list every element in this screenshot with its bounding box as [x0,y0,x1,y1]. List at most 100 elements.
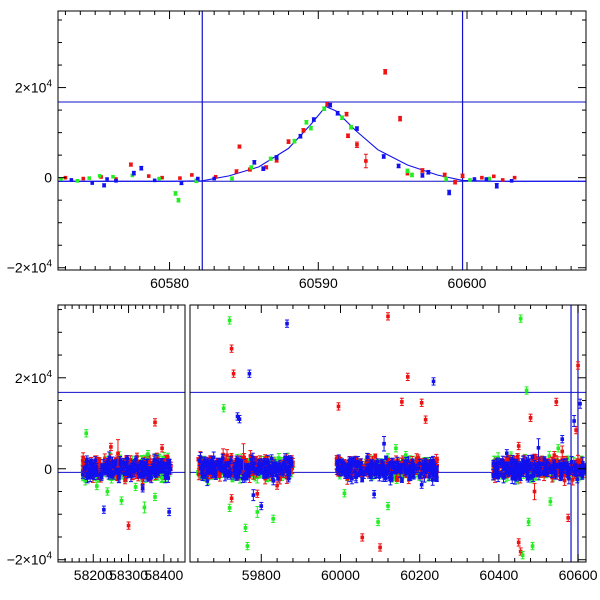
point-marker [105,465,109,469]
band-point-blue [140,460,145,466]
data-point-red [383,69,388,75]
data-point-blue [90,181,95,185]
point-marker [140,471,144,476]
point-marker [196,176,200,181]
data-point-red [363,153,368,169]
data-point-blue [131,170,136,176]
point-marker [252,160,257,165]
point-marker [59,177,63,181]
band-point-blue [109,470,114,478]
point-marker [160,175,164,180]
point-marker [340,115,344,120]
data-point-green [157,176,161,181]
band-point-blue [142,470,147,477]
point-marker [468,178,472,182]
point-marker [234,169,239,174]
data-point-red [420,168,425,173]
point-marker [130,459,135,463]
point-marker [127,470,132,474]
x-tick-label: 60580 [150,275,189,291]
data-point-red [491,174,496,179]
point-marker [149,464,153,469]
point-marker [69,178,74,182]
data-point-green [249,165,254,170]
segment-band [196,448,586,487]
point-marker [122,461,126,466]
point-marker [151,465,156,470]
data-point-green [75,179,80,183]
band-point-blue [92,462,97,471]
point-marker [81,462,86,466]
point-marker [134,457,138,461]
point-marker [116,465,120,470]
point-marker [101,463,105,467]
data-point-green [97,174,102,178]
point-marker [264,165,269,170]
point-marker [426,170,431,175]
point-marker [383,70,388,74]
point-marker [190,173,194,177]
point-marker [277,456,281,460]
data-point-red [301,128,306,133]
point-marker [93,458,98,463]
data-point-red [178,176,182,180]
data-point-red [114,177,118,181]
point-marker [274,155,279,160]
data-point-blue [179,180,184,186]
data-point-red [286,139,291,144]
data-point-green [176,197,181,203]
point-marker [129,464,134,468]
data-point-blue [102,183,107,188]
point-marker [237,144,242,149]
point-marker [349,125,353,130]
point-marker [146,458,150,462]
point-marker [142,471,147,476]
point-marker [280,473,284,477]
point-marker [115,462,120,467]
data-point-blue [335,110,340,116]
point-marker [248,454,253,458]
point-marker [152,458,157,462]
top-axes: 60580 60590 60600 −2×104 0 2×104 [7,11,587,291]
data-point-red [146,174,151,178]
data-point-green [405,168,410,174]
point-marker [85,475,90,480]
top-plot-frame [57,10,587,271]
point-marker [165,455,170,459]
point-marker [88,475,92,480]
y-tick-label: 2×104 [15,79,53,96]
data-point-green [308,125,313,131]
point-marker [164,470,169,475]
band-point-blue [160,466,165,474]
point-marker [248,167,252,172]
band-point-blue [102,466,107,476]
point-marker [113,469,118,473]
data-point-blue [105,177,109,181]
point-marker [460,174,465,178]
data-point-green [173,191,178,196]
point-marker [167,466,171,471]
point-marker [346,133,350,138]
bottom-dense-band [80,448,586,487]
data-point-blue [396,163,401,169]
point-marker [114,179,118,183]
point-marker [129,468,134,473]
point-marker [381,154,386,159]
point-marker [512,175,517,180]
band-point-blue [85,472,90,484]
point-marker [146,469,150,474]
data-point-red [398,115,403,122]
point-marker [156,468,161,473]
y-tick-label: 0 [44,170,52,186]
data-point-red [213,174,218,179]
data-point-green [349,124,354,130]
data-point-blue [447,189,452,196]
point-marker [364,159,368,163]
data-point-blue [494,183,499,189]
point-marker [304,120,309,125]
point-marker [290,466,295,471]
point-marker [124,465,129,469]
point-marker [176,198,181,202]
